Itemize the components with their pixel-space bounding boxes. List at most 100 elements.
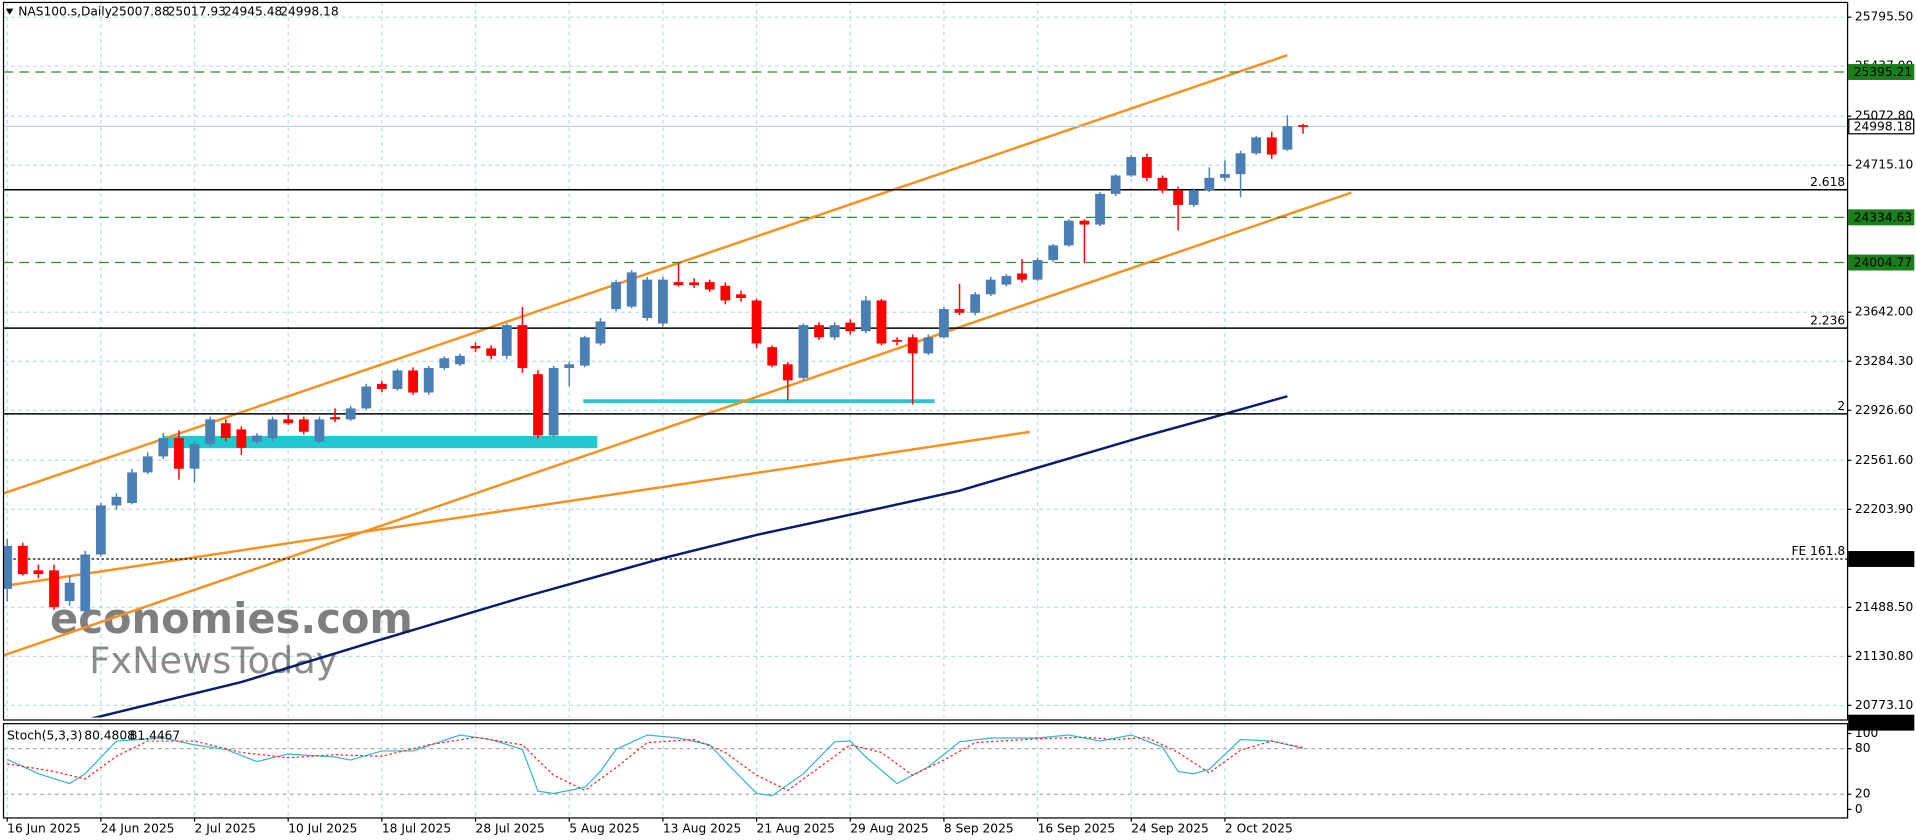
y-tick-label: 22561.60 — [1855, 453, 1913, 467]
candle-body — [1141, 157, 1152, 178]
candle-body — [220, 423, 231, 439]
candle-body — [985, 279, 996, 295]
candle-body — [64, 582, 75, 602]
candle-body — [345, 408, 356, 420]
candle-body — [1048, 245, 1059, 261]
candle-body — [533, 374, 543, 436]
x-tick-label: 29 Aug 2025 — [850, 821, 928, 835]
candle-body — [455, 355, 465, 365]
candle-body — [33, 570, 44, 575]
candle-body — [1157, 177, 1168, 191]
candle-body — [1188, 190, 1199, 205]
x-tick-label: 28 Jul 2025 — [476, 821, 545, 835]
price-tag — [1848, 254, 1915, 271]
price-tag — [1848, 64, 1915, 80]
candle-body — [267, 419, 278, 439]
candle-body — [127, 472, 137, 503]
candle-body — [111, 496, 122, 506]
candle-body — [704, 282, 715, 290]
candle-body — [907, 337, 918, 354]
candle-body — [579, 337, 590, 366]
indicator-panel — [3, 723, 1848, 818]
zone — [163, 435, 598, 449]
watermark: economies.com — [50, 594, 413, 643]
x-tick-label: 2 Oct 2025 — [1225, 821, 1293, 835]
trend-line — [3, 191, 1352, 657]
candle-body — [798, 325, 809, 378]
y-tick-label: 23642.00 — [1855, 305, 1913, 319]
candle-body — [501, 325, 512, 356]
candle-body — [252, 435, 262, 442]
candle-body — [298, 419, 309, 432]
candle-body — [80, 554, 91, 612]
candle-body — [939, 309, 949, 338]
candle-body — [860, 300, 871, 332]
level-name: 2.236 — [1810, 313, 1845, 327]
price-tag-label: 24998.18 — [1854, 120, 1912, 134]
x-tick-label: 18 Jul 2025 — [382, 821, 451, 835]
trend-line — [3, 54, 1288, 495]
watermark: FxNewsToday — [89, 639, 337, 682]
candle-body — [782, 364, 793, 381]
candle-body — [1001, 276, 1012, 285]
candle-body — [1204, 177, 1215, 191]
candle-body — [954, 309, 965, 313]
candle-body — [611, 282, 621, 310]
x-tick-label: 2 Jul 2025 — [195, 821, 256, 835]
header-high: 25017.93 — [168, 5, 226, 19]
chart-title: NAS100.s,Daily — [18, 5, 112, 19]
candle-body — [517, 325, 528, 369]
y-tick-label: 21488.50 — [1855, 600, 1913, 614]
y-tick-label: 24715.10 — [1855, 158, 1913, 172]
indicator-title: Stoch(5,3,3) — [7, 728, 82, 742]
trend-line — [3, 430, 1030, 588]
x-tick-label: 24 Jun 2025 — [101, 821, 175, 835]
candle-body — [1063, 220, 1074, 246]
candle-body — [892, 339, 902, 342]
zone — [583, 399, 935, 403]
candle-body — [423, 368, 434, 393]
candle-body — [814, 325, 824, 338]
candle-body — [970, 294, 981, 313]
candle-body — [658, 279, 668, 324]
price-tag-label: 24334.63 — [1854, 210, 1912, 224]
candle-body — [1220, 174, 1230, 178]
price-tag — [1848, 118, 1915, 135]
candle-body — [330, 417, 340, 420]
candle-body — [876, 300, 887, 344]
candle-body — [595, 321, 606, 344]
candle-body — [564, 364, 575, 369]
y-tick-label: 80 — [1855, 741, 1871, 755]
header-close: 24998.18 — [280, 5, 338, 19]
x-tick-label: 24 Sep 2025 — [1131, 821, 1209, 835]
x-tick-label: 10 Jul 2025 — [288, 821, 357, 835]
candle-body — [158, 438, 169, 457]
y-tick-label: 25795.50 — [1855, 10, 1913, 24]
price-tag-label: 20646.85 — [1854, 716, 1912, 730]
price-tag-label: 24004.77 — [1854, 256, 1912, 270]
x-tick-label: 16 Sep 2025 — [1038, 821, 1116, 835]
price-tag — [1848, 551, 1915, 567]
candle-body — [1266, 137, 1277, 155]
candle-body — [673, 282, 684, 286]
candle-body — [720, 285, 731, 301]
x-tick-label: 5 Aug 2025 — [569, 821, 640, 835]
y-tick-label: 21130.80 — [1855, 649, 1913, 663]
x-tick-label: 8 Sep 2025 — [944, 821, 1014, 835]
indicator-frame — [2, 723, 1849, 819]
candle-body — [1235, 153, 1246, 175]
candle-body — [751, 300, 762, 344]
menu-arrow — [5, 8, 14, 15]
candle-body — [361, 386, 372, 409]
candle-body — [829, 325, 840, 338]
candle-body — [1298, 125, 1308, 127]
candle-body — [845, 322, 856, 332]
candle-body — [1173, 190, 1183, 205]
level-name: 2 — [1837, 399, 1845, 413]
y-tick-label: 100 — [1855, 726, 1878, 740]
candle-body — [174, 438, 184, 469]
candle-body — [376, 384, 387, 389]
